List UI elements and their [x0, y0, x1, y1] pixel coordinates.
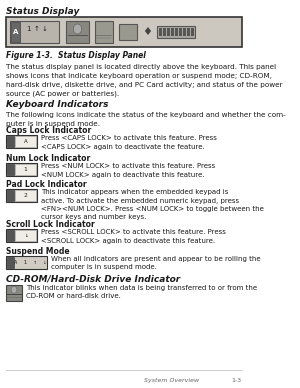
Text: When all indicators are present and appear to be rolling the
computer is in susp: When all indicators are present and appe… — [51, 256, 261, 270]
Bar — [6, 17, 242, 47]
Bar — [6, 229, 37, 242]
Text: 1: 1 — [26, 26, 30, 32]
Bar — [7, 230, 14, 241]
Text: ↑: ↑ — [33, 26, 39, 32]
Text: Figure 1-3.  Status Display Panel: Figure 1-3. Status Display Panel — [6, 51, 145, 60]
Text: Scroll Lock Indicator: Scroll Lock Indicator — [6, 220, 94, 229]
Text: Suspend Mode: Suspend Mode — [6, 247, 69, 256]
Text: Press <NUM LOCK> to activate this feature. Press
<NUM LOCK> again to deactivate : Press <NUM LOCK> to activate this featur… — [41, 163, 215, 177]
Bar — [183, 28, 186, 36]
Bar — [179, 28, 182, 36]
Circle shape — [11, 286, 17, 293]
Bar — [6, 135, 37, 148]
Text: CD-ROM/Hard-Disk Drive Indicator: CD-ROM/Hard-Disk Drive Indicator — [6, 274, 180, 283]
Text: A: A — [24, 139, 27, 144]
Text: The status display panel is located directly above the keyboard. This panel
show: The status display panel is located dire… — [6, 64, 282, 97]
Bar — [15, 136, 36, 147]
Text: System Overview: System Overview — [144, 378, 200, 383]
Text: 2: 2 — [24, 193, 27, 198]
Bar — [119, 24, 137, 40]
Text: Status Display: Status Display — [6, 7, 79, 16]
Bar — [191, 28, 194, 36]
Bar — [15, 230, 36, 241]
Text: 1-3: 1-3 — [231, 378, 242, 383]
Text: ↓: ↓ — [24, 233, 27, 238]
Text: Caps Lock Indicator: Caps Lock Indicator — [6, 126, 91, 135]
Text: Press <CAPS LOCK> to activate this feature. Press
<CAPS LOCK> again to deactivat: Press <CAPS LOCK> to activate this featu… — [41, 135, 217, 149]
Bar — [15, 190, 36, 201]
Bar — [15, 164, 36, 175]
Text: Num Lock Indicator: Num Lock Indicator — [6, 154, 90, 163]
Bar — [95, 21, 113, 43]
Bar — [171, 28, 174, 36]
Bar — [163, 28, 166, 36]
Bar — [11, 22, 20, 42]
Bar — [7, 136, 14, 147]
Circle shape — [74, 24, 82, 34]
Bar — [66, 21, 89, 43]
Bar — [6, 189, 37, 202]
Text: ♦: ♦ — [142, 27, 152, 37]
Text: A  1  ↑  ↓: A 1 ↑ ↓ — [14, 260, 47, 265]
Text: Keyboard Indicators: Keyboard Indicators — [6, 100, 108, 109]
Text: Press <SCROLL LOCK> to activate this feature. Press
<SCROLL LOCK> again to deact: Press <SCROLL LOCK> to activate this fea… — [41, 229, 226, 244]
Text: Pad Lock Indicator: Pad Lock Indicator — [6, 180, 86, 189]
Bar — [187, 28, 190, 36]
Bar — [10, 21, 59, 43]
Bar — [6, 256, 47, 269]
Text: ↓: ↓ — [42, 26, 47, 32]
Text: This indicator blinks when data is being transferred to or from the
CD-ROM or ha: This indicator blinks when data is being… — [26, 285, 257, 300]
Bar — [7, 190, 14, 201]
Bar — [7, 257, 14, 268]
Bar — [6, 285, 22, 301]
Text: 1: 1 — [24, 167, 27, 172]
Text: The following icons indicate the status of the keyboard and whether the com-
put: The following icons indicate the status … — [6, 112, 286, 127]
Text: This indicator appears when the embedded keypad is
active. To activate the embed: This indicator appears when the embedded… — [41, 189, 264, 220]
Text: A: A — [13, 29, 18, 35]
Bar — [6, 163, 37, 176]
Bar — [157, 26, 195, 38]
Bar — [159, 28, 162, 36]
Bar — [167, 28, 170, 36]
Bar — [175, 28, 178, 36]
Bar — [7, 164, 14, 175]
